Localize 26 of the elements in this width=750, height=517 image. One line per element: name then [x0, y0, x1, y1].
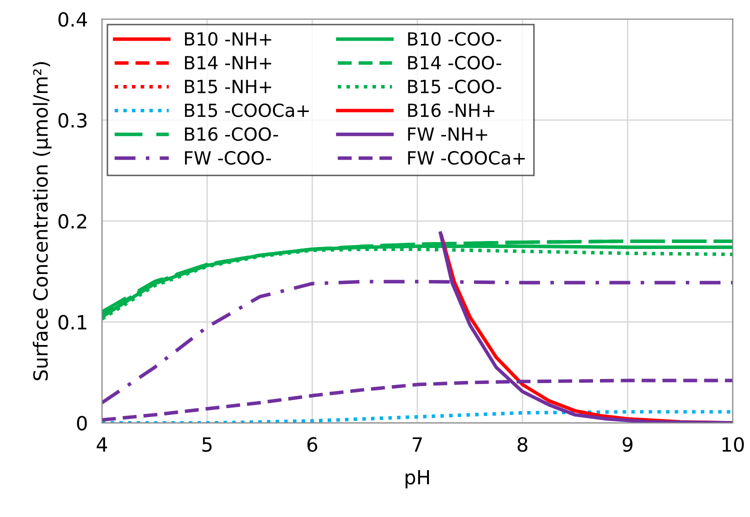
- x-tick-label: 7: [412, 437, 422, 452]
- legend-label: FW -COOCa+: [408, 151, 525, 165]
- legend-label: B10 -COO-: [408, 32, 502, 46]
- x-tick-label: 9: [622, 437, 632, 452]
- x-tick-label: 10: [722, 437, 744, 452]
- legend-label: FW -NH+: [408, 128, 488, 141]
- legend-label: FW -COO-: [185, 151, 271, 165]
- x-axis-title: pH: [406, 470, 429, 488]
- y-tick-label: 0.1: [58, 314, 86, 330]
- y-axis-title: Surface Concentration (μmol/m²): [32, 62, 52, 380]
- legend-label: B16 -NH+: [408, 103, 494, 118]
- y-tick-label: 0: [77, 416, 87, 431]
- x-tick-label: 8: [518, 437, 528, 452]
- x-tick-label: 4: [96, 437, 108, 452]
- y-tick-label: 0.2: [58, 214, 86, 229]
- legend-label: B15 -COO-: [408, 80, 502, 94]
- legend-label: B15 -COOCa+: [185, 103, 309, 118]
- x-tick-label: 5: [202, 437, 212, 452]
- legend-label: B10 -NH+: [185, 32, 272, 46]
- legend-label: B15 -NH+: [185, 80, 272, 94]
- legend-label: B14 -COO-: [408, 56, 502, 70]
- y-tick-label: 0.3: [58, 113, 87, 128]
- legend-label: B16 -COO-: [185, 127, 278, 141]
- x-tick-label: 6: [307, 437, 318, 452]
- y-tick-label: 0.4: [58, 12, 88, 27]
- legend-label: B14 -NH+: [185, 56, 272, 70]
